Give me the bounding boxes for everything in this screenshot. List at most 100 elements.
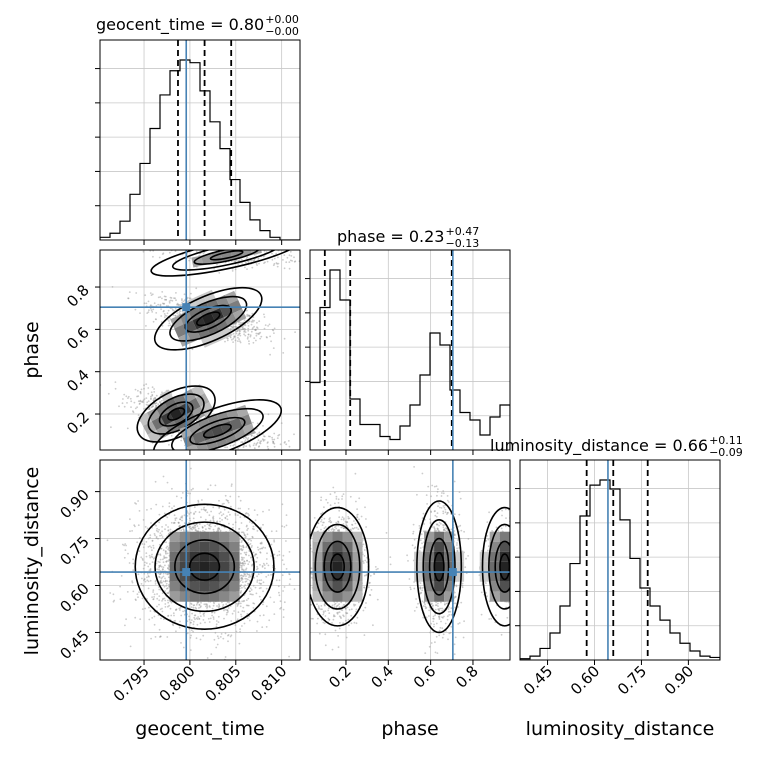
sample-point xyxy=(283,555,285,557)
sample-point xyxy=(239,332,241,334)
sample-point xyxy=(190,512,192,514)
sample-point xyxy=(220,511,222,513)
sample-point xyxy=(201,509,203,511)
sample-point xyxy=(179,519,181,521)
sample-point xyxy=(113,593,115,595)
sample-point xyxy=(193,607,195,609)
sample-point xyxy=(191,606,193,608)
sample-point xyxy=(279,554,281,556)
sample-point xyxy=(157,561,159,563)
sample-point xyxy=(244,335,246,337)
sample-point xyxy=(190,635,192,637)
sample-point xyxy=(252,537,254,539)
sample-point xyxy=(245,581,247,583)
sample-point xyxy=(260,527,262,529)
sample-point xyxy=(277,555,279,557)
sample-point xyxy=(273,433,275,435)
sample-point xyxy=(158,247,160,249)
sample-point xyxy=(243,600,245,602)
sample-point xyxy=(270,597,272,599)
sample-point xyxy=(241,616,243,618)
sample-point xyxy=(208,248,210,250)
sample-point xyxy=(258,333,260,335)
sample-point xyxy=(235,521,237,523)
sample-point xyxy=(232,270,234,272)
sample-point xyxy=(176,517,178,519)
sample-point xyxy=(283,616,285,618)
sample-point xyxy=(222,606,224,608)
sample-point xyxy=(293,256,295,258)
sample-point xyxy=(266,605,268,607)
sample-point xyxy=(237,604,239,606)
sample-point xyxy=(276,530,278,532)
sample-point xyxy=(144,543,146,545)
sample-point xyxy=(183,647,185,649)
sample-point xyxy=(202,635,204,637)
sample-point xyxy=(221,515,223,517)
sample-point xyxy=(167,606,169,608)
sample-point xyxy=(234,513,236,515)
sample-point xyxy=(184,514,186,516)
sample-point xyxy=(280,443,282,445)
sample-point xyxy=(257,451,259,453)
sample-point xyxy=(196,251,198,253)
sample-point xyxy=(230,506,232,508)
sample-point xyxy=(196,247,198,249)
x-tick-label-geocent_time: 0.795 xyxy=(110,662,153,705)
sample-point xyxy=(337,635,339,637)
sample-point xyxy=(260,440,262,442)
sample-point xyxy=(247,528,249,530)
sample-point xyxy=(314,517,316,519)
sample-point xyxy=(164,313,166,315)
sample-point xyxy=(229,246,231,248)
sample-point xyxy=(253,444,255,446)
y-tick-label-phase: 0.4 xyxy=(63,366,93,396)
sample-point xyxy=(175,299,177,301)
sample-point xyxy=(247,338,249,340)
sample-point xyxy=(156,606,158,608)
sample-point xyxy=(222,503,224,505)
sample-point xyxy=(266,552,268,554)
sample-point xyxy=(180,310,182,312)
sample-point xyxy=(155,583,157,585)
sample-point xyxy=(264,547,266,549)
sample-point xyxy=(165,585,167,587)
sample-point xyxy=(139,312,141,314)
sample-point xyxy=(230,247,232,249)
sample-point xyxy=(151,617,153,619)
sample-point xyxy=(227,519,229,521)
density-cell xyxy=(220,532,230,542)
sample-point xyxy=(158,576,160,578)
sample-point xyxy=(132,582,134,584)
sample-point xyxy=(243,437,245,439)
sample-point xyxy=(249,446,251,448)
sample-point xyxy=(203,253,205,255)
sample-point xyxy=(278,551,280,553)
sample-point xyxy=(243,563,245,565)
sample-point xyxy=(245,243,247,245)
sample-point xyxy=(238,338,240,340)
sample-point xyxy=(203,615,205,617)
sample-point xyxy=(214,612,216,614)
sample-point xyxy=(193,665,195,667)
sample-point xyxy=(228,502,230,504)
density-cell xyxy=(200,542,210,552)
sample-point xyxy=(268,413,270,415)
sample-point xyxy=(317,618,319,620)
sample-point xyxy=(246,552,248,554)
sample-point xyxy=(152,256,154,258)
sample-point xyxy=(144,578,146,580)
sample-point xyxy=(241,541,243,543)
sample-point xyxy=(293,433,295,435)
sample-point xyxy=(181,520,183,522)
sample-point xyxy=(119,586,121,588)
sample-point xyxy=(273,539,275,541)
sample-point xyxy=(276,262,278,264)
sample-point xyxy=(263,262,265,264)
sample-point xyxy=(303,578,305,580)
sample-point xyxy=(168,320,170,322)
sample-point xyxy=(167,602,169,604)
sample-point xyxy=(204,622,206,624)
sample-point xyxy=(153,596,155,598)
